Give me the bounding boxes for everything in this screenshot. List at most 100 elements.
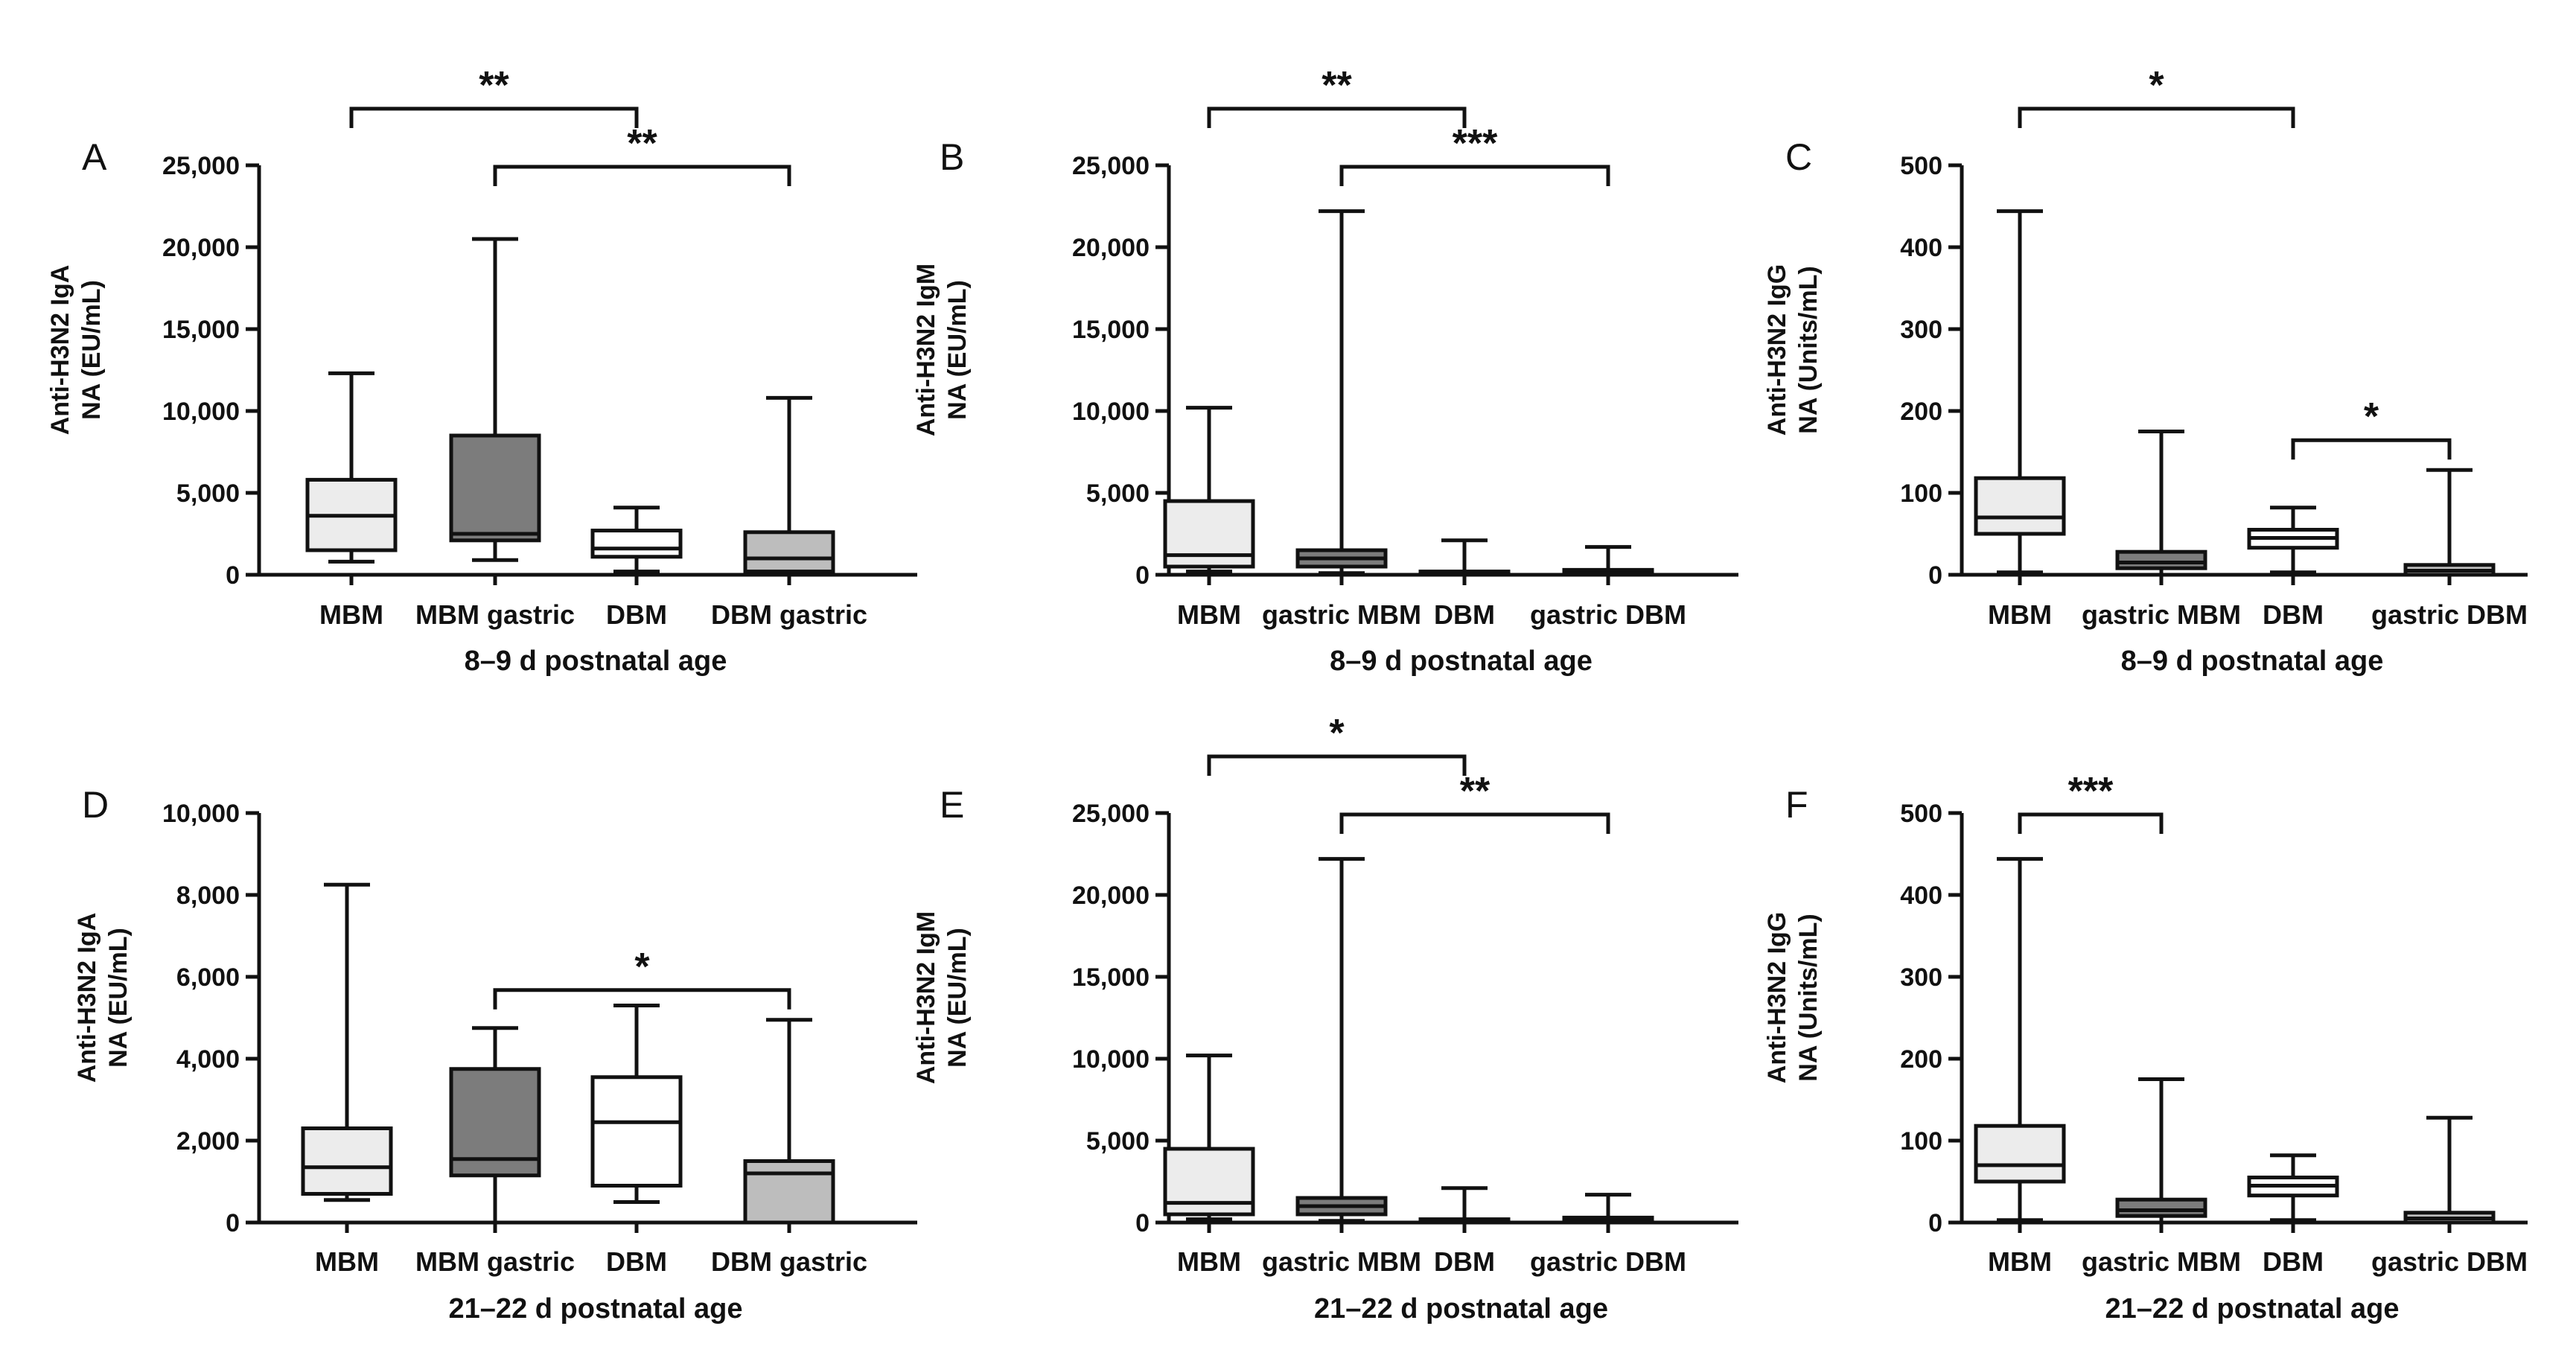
iqr-box: [743, 1159, 835, 1225]
box-1: [1974, 857, 2066, 1223]
y-tick-label: 2,000: [176, 1127, 240, 1156]
x-axis-label: 21–22 d postnatal age: [1314, 1293, 1608, 1325]
box-4: [1562, 1193, 1654, 1225]
iqr-box: [301, 1126, 393, 1196]
category-label: DBM: [606, 1246, 667, 1277]
box-4: [1562, 545, 1654, 577]
y-tick-label: 15,000: [162, 316, 240, 344]
y-tick-label: 0: [1135, 561, 1150, 590]
significance-bracket: **: [349, 64, 639, 128]
panel-d: D 0 2,000 4,000 6,000 8,000 10,000 Anti-H3N2 Ig…: [73, 784, 917, 1325]
iqr-box: [743, 530, 835, 574]
box-3: [1418, 538, 1511, 577]
box-2: [1295, 209, 1388, 576]
y-axis-label: Anti-H3N2 IgA NA (EU/mL): [46, 265, 106, 436]
y-axis-label-line: Anti-H3N2 IgG: [1763, 264, 1791, 436]
box-2: [1295, 857, 1388, 1223]
box-4: [2403, 468, 2496, 577]
category-label: DBM gastric: [711, 1246, 867, 1277]
category-label: MBM: [1988, 1246, 2052, 1277]
significance-label: **: [627, 122, 657, 165]
panel-letter: B: [940, 136, 964, 178]
x-axis-label: 21–22 d postnatal age: [2105, 1293, 2400, 1325]
bracket-line: [1207, 754, 1467, 776]
x-axis-label: 8–9 d postnatal age: [465, 646, 727, 677]
y-tick-label: 300: [1900, 963, 1942, 992]
bracket-line: [1339, 812, 1610, 834]
box-1: [1974, 209, 2066, 575]
category-label: DBM: [2263, 1246, 2324, 1277]
significance-label: ***: [1453, 122, 1498, 165]
y-tick-label: 4,000: [176, 1045, 240, 1074]
y-tick-label: 6,000: [176, 963, 240, 992]
bracket-line: [2018, 106, 2295, 128]
panel-letter: E: [940, 784, 964, 826]
bracket-line: [493, 165, 791, 186]
significance-bracket: **: [1339, 770, 1610, 834]
panel-letter: F: [1785, 784, 1808, 826]
y-axis-label-line: NA (EU/mL): [104, 928, 133, 1068]
y-tick-label: 10,000: [162, 398, 240, 426]
box-1: [1163, 406, 1255, 574]
box-2: [449, 237, 541, 562]
category-label: DBM: [2263, 599, 2324, 630]
bracket-line: [2018, 812, 2164, 834]
category-label: MBM: [1988, 599, 2052, 630]
y-tick-label: 25,000: [162, 152, 240, 180]
x-axis-label: 8–9 d postnatal age: [1330, 646, 1593, 677]
significance-bracket: **: [493, 122, 791, 186]
significance-bracket: ***: [1339, 122, 1610, 186]
y-tick-label: 8,000: [176, 882, 240, 910]
x-axis-label: 21–22 d postnatal age: [449, 1293, 743, 1325]
y-axis-label-line: NA (Units/mL): [1794, 914, 1823, 1081]
y-axis-label-line: Anti-H3N2 IgA: [73, 913, 101, 1083]
box-3: [590, 1004, 683, 1204]
panel-c: C 0 100 200 300 400 500 Anti-H3N2 IgG NA (Units/…: [1763, 64, 2528, 677]
bracket-line: [2291, 438, 2452, 460]
y-tick-label: 10,000: [1072, 398, 1150, 426]
panel-letter: A: [82, 136, 107, 178]
y-tick-label: 500: [1900, 152, 1942, 180]
category-label: gastric DBM: [1530, 599, 1686, 630]
category-label: MBM: [1177, 1246, 1241, 1277]
y-axis-label-line: NA (EU/mL): [943, 928, 972, 1068]
iqr-box: [1974, 1123, 2066, 1184]
significance-label: ***: [2068, 770, 2114, 813]
y-tick-label: 200: [1900, 1045, 1942, 1074]
y-tick-label: 400: [1900, 882, 1942, 910]
category-label: MBM: [315, 1246, 379, 1277]
iqr-box: [590, 1075, 683, 1188]
significance-label: **: [1322, 64, 1352, 107]
significance-label: *: [2364, 395, 2379, 439]
y-tick-label: 300: [1900, 316, 1942, 344]
significance-label: *: [2149, 64, 2164, 107]
iqr-box: [449, 433, 541, 543]
significance-bracket: *: [1207, 712, 1467, 776]
significance-bracket: *: [493, 946, 791, 1010]
y-tick-label: 10,000: [162, 800, 240, 828]
box-4: [743, 395, 835, 577]
box-4: [2403, 1115, 2496, 1225]
y-tick-label: 0: [226, 1209, 240, 1237]
box-2: [2115, 430, 2207, 577]
bracket-line: [349, 106, 639, 128]
category-label: DBM gastric: [711, 599, 867, 630]
significance-bracket: ***: [2018, 770, 2164, 834]
panel-letter: D: [82, 784, 109, 826]
box-4: [743, 1018, 835, 1225]
box-3: [2247, 506, 2339, 575]
box-3: [2247, 1153, 2339, 1223]
panel-letter: C: [1785, 136, 1812, 178]
panel-b: B 0 5,000 10,000 15,000 20,000 25,000 Anti-H3N2…: [912, 64, 1738, 677]
y-tick-label: 20,000: [162, 234, 240, 262]
panel-f: F 0 100 200 300 400 500 Anti-H3N2 IgG NA (Units/…: [1763, 770, 2528, 1325]
category-label: gastric MBM: [1262, 1246, 1421, 1277]
y-tick-label: 5,000: [1086, 1127, 1150, 1156]
box-2: [449, 1026, 541, 1225]
y-axis-label-line: Anti-H3N2 IgM: [912, 911, 940, 1084]
y-tick-label: 0: [226, 561, 240, 590]
box-3: [1418, 1186, 1511, 1225]
box-3: [590, 506, 683, 574]
category-label: MBM: [319, 599, 383, 630]
y-tick-label: 5,000: [176, 479, 240, 508]
